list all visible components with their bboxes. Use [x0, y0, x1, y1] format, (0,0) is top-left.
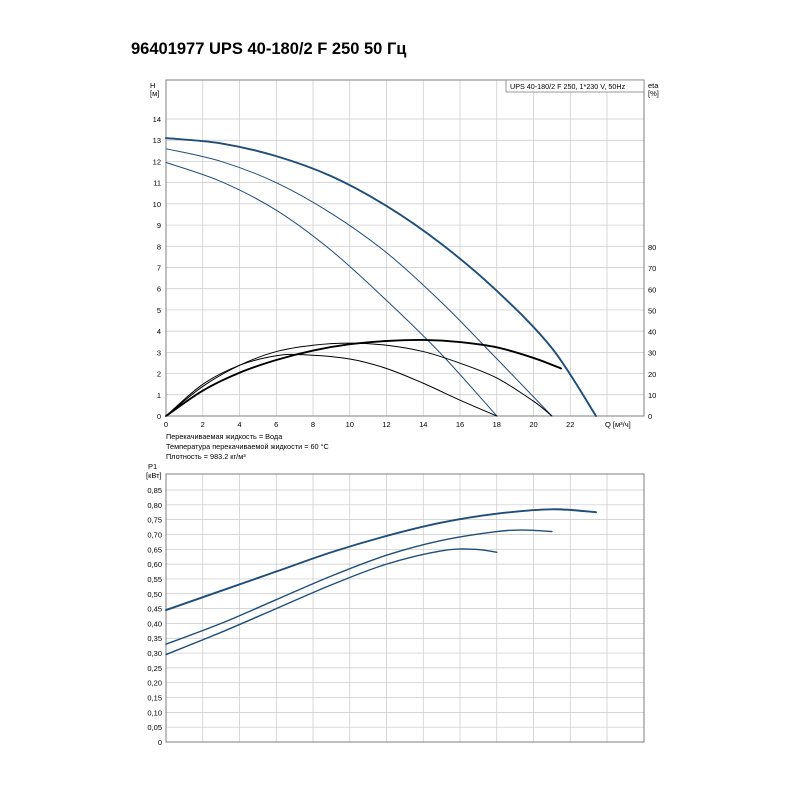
head-curve: [165, 148, 553, 417]
y-tick-label: 12: [153, 157, 161, 166]
y2-tick-label: 10: [648, 391, 656, 400]
y-tick-label: 13: [153, 136, 161, 145]
power-curve: [165, 529, 553, 645]
y-tick-label: 0,60: [147, 560, 162, 569]
y-axis-label: H: [150, 81, 155, 90]
y-tick-label: 0: [158, 738, 162, 747]
y2-tick-label: 50: [648, 306, 656, 315]
y-tick-label: 0,85: [147, 486, 162, 495]
y-tick-label: 0,40: [147, 619, 162, 628]
y-tick-label: 14: [153, 115, 161, 124]
x-tick-label: 0: [164, 420, 168, 429]
x-tick-label: 22: [566, 420, 574, 429]
page-title: 96401977 UPS 40-180/2 F 250 50 Гц: [131, 40, 407, 58]
x-tick-label: 8: [311, 420, 315, 429]
y-tick-label: 0,15: [147, 694, 162, 703]
y-axis-unit: [кВт]: [146, 471, 162, 480]
y-tick-label: 0,25: [147, 664, 162, 673]
x-tick-label: 18: [493, 420, 501, 429]
y2-axis-label: eta: [648, 81, 659, 90]
head-curve: [165, 161, 498, 417]
x-tick-label: 2: [201, 420, 205, 429]
y-axis-label: P1: [148, 462, 157, 471]
plot-frame: [165, 79, 645, 417]
fluid-notes: Перекачиваемая жидкость = ВодаТемператур…: [166, 432, 329, 461]
y2-tick-label: 20: [648, 370, 656, 379]
legend-text: UPS 40-180/2 F 250, 1*230 V, 50Hz: [510, 82, 626, 91]
fluid-note: Перекачиваемая жидкость = Вода: [166, 432, 283, 441]
power-curve: [165, 508, 597, 612]
y2-axis-unit: [%]: [648, 89, 659, 98]
y-axis-unit: [м]: [150, 89, 159, 98]
y-tick-label: 0: [157, 412, 161, 421]
y-tick-label: 0,30: [147, 649, 162, 658]
fluid-note: Плотность = 983.2 кг/м³: [166, 452, 246, 461]
plot-frame: [165, 473, 645, 743]
x-axis-label: Q [м³/ч]: [605, 420, 631, 429]
head-curve: [165, 137, 597, 417]
y-tick-label: 7: [157, 264, 161, 273]
y-tick-label: 9: [157, 221, 161, 230]
y-tick-label: 0,35: [147, 634, 162, 643]
fluid-note: Температура перекачиваемой жидкости = 60…: [166, 442, 329, 451]
y-tick-label: 0,55: [147, 575, 162, 584]
y-tick-label: 11: [153, 179, 161, 188]
y-tick-label: 1: [157, 391, 161, 400]
y-tick-label: 6: [157, 285, 161, 294]
y-tick-label: 3: [157, 348, 161, 357]
y-tick-label: 0,50: [147, 590, 162, 599]
x-tick-label: 16: [456, 420, 464, 429]
x-tick-label: 10: [346, 420, 354, 429]
legend-box: [505, 79, 645, 93]
x-tick-label: 14: [419, 420, 427, 429]
y-tick-label: 0,70: [147, 530, 162, 539]
y-tick-label: 0,45: [147, 605, 162, 614]
y-tick-label: 10: [153, 200, 161, 209]
power-chart: P1[кВт] 0 0,05 0,10 0,15 0,20 0,25 0,30 0,35 0,40…: [146, 462, 645, 747]
x-tick-label: 20: [529, 420, 537, 429]
y-tick-label: 0,80: [147, 501, 162, 510]
y2-tick-label: 60: [648, 285, 656, 294]
y2-tick-label: 40: [648, 328, 656, 337]
y2-tick-label: 80: [648, 243, 656, 252]
head-efficiency-chart: H[м]eta[%]012345678910111213140102030405…: [150, 79, 659, 429]
y-tick-label: 0,10: [147, 708, 162, 717]
power-curve: [165, 548, 498, 656]
y2-tick-label: 0: [648, 412, 652, 421]
y2-tick-label: 70: [648, 264, 656, 273]
efficiency-curve: [165, 353, 498, 417]
efficiency-curve: [165, 338, 563, 417]
y-tick-label: 5: [157, 306, 161, 315]
y-tick-label: 8: [157, 242, 161, 251]
x-tick-label: 4: [237, 420, 241, 429]
x-tick-label: 6: [274, 420, 278, 429]
y-tick-label: 0,75: [147, 516, 162, 525]
y-tick-label: 2: [157, 370, 161, 379]
y-tick-label: 0,65: [147, 545, 162, 554]
y-tick-label: 4: [157, 327, 161, 336]
y-tick-label: 0,05: [147, 723, 162, 732]
y-tick-label: 0,20: [147, 679, 162, 688]
x-tick-label: 12: [382, 420, 390, 429]
y2-tick-label: 30: [648, 349, 656, 358]
